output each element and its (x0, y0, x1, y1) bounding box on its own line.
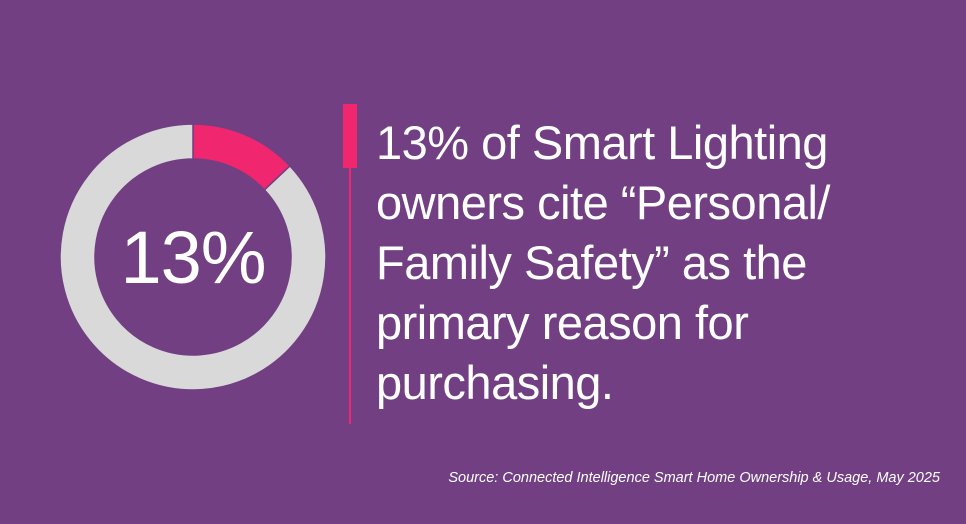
source-citation: Source: Connected Intelligence Smart Hom… (448, 470, 940, 486)
headline-text: 13% of Smart Lighting owners cite “Perso… (376, 116, 830, 409)
donut-chart-svg (60, 124, 326, 390)
donut-chart: 13% (60, 124, 326, 390)
donut-center-label: 13% (120, 215, 266, 299)
accent-divider-bar (343, 104, 357, 168)
donut-slice-remainder (60, 124, 326, 390)
accent-divider-line (349, 160, 351, 424)
